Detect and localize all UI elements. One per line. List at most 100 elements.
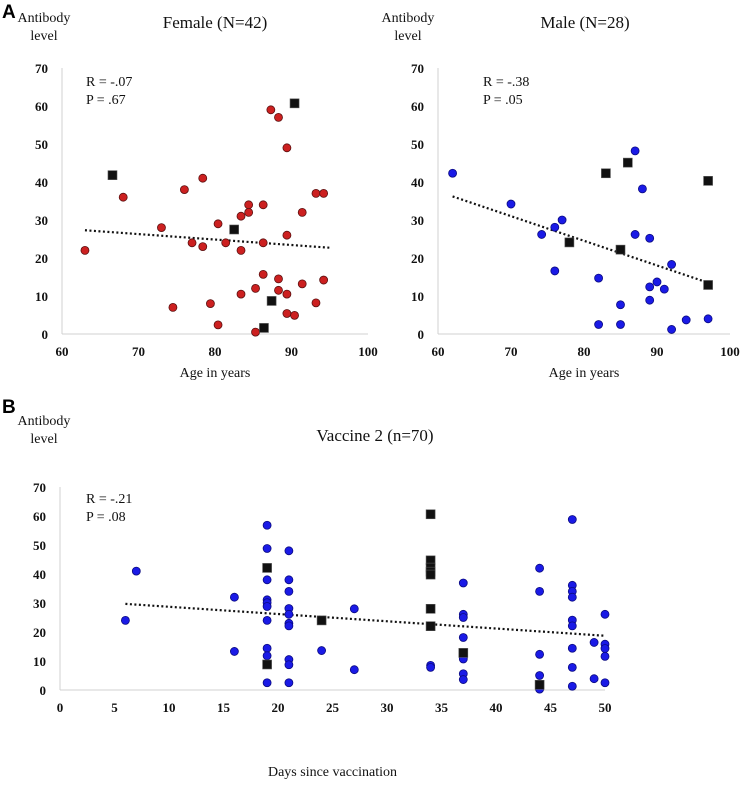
y-tick-label: 10 [411, 289, 424, 304]
y-tick-label: 30 [33, 596, 46, 611]
data-point [262, 651, 272, 661]
data-point [284, 575, 294, 585]
x-tick-label: 10 [163, 700, 176, 715]
data-point-square [425, 509, 436, 520]
data-point [652, 277, 662, 287]
trend-line [452, 195, 709, 284]
data-point-square [534, 679, 545, 690]
data-point [244, 200, 254, 210]
y-tick-label: 40 [411, 175, 424, 190]
data-point [659, 284, 669, 294]
data-point [567, 662, 577, 672]
x-tick-label: 100 [720, 344, 740, 359]
y-axis-label: Antibody [18, 414, 71, 429]
y-tick-label: 10 [33, 654, 46, 669]
data-point [121, 616, 130, 625]
data-point [458, 578, 468, 588]
y-axis-label: Antibody [382, 11, 435, 26]
data-point [567, 681, 577, 691]
y-tick-label: 40 [35, 175, 48, 190]
data-point-square [703, 176, 713, 186]
x-tick-label: 60 [432, 344, 445, 359]
trend-line [125, 602, 606, 637]
data-point [157, 223, 166, 233]
data-point-square [615, 244, 626, 255]
y-tick-label: 20 [33, 625, 46, 640]
data-point [506, 199, 516, 209]
x-tick-label: 20 [272, 700, 285, 715]
data-point [638, 184, 647, 194]
data-point [251, 283, 260, 293]
x-tick-label: 50 [599, 700, 612, 715]
data-point [258, 269, 268, 279]
data-point-square [259, 323, 269, 333]
panel-letter: B [2, 397, 16, 418]
y-tick-label: 50 [411, 137, 424, 152]
data-point [236, 289, 246, 299]
data-point [535, 671, 544, 680]
data-point-square [425, 569, 436, 580]
data-point [251, 327, 260, 337]
y-tick-label: 0 [418, 327, 425, 342]
data-point [349, 665, 359, 675]
x-axis-label: Age in years [549, 366, 620, 381]
chart-title: Female (N=42) [163, 13, 267, 32]
data-point [262, 544, 272, 553]
data-point [589, 674, 599, 684]
data-point [317, 646, 327, 655]
data-point-square [425, 603, 436, 614]
data-point [667, 260, 676, 269]
data-point [229, 592, 239, 602]
data-point [80, 245, 90, 255]
data-point [667, 325, 676, 334]
y-tick-label: 10 [35, 289, 48, 304]
data-point [616, 320, 625, 329]
data-point [274, 285, 283, 295]
data-point [589, 638, 599, 647]
y-axis-label: Antibody [18, 11, 71, 26]
y-tick-label: 60 [411, 99, 424, 114]
data-point [229, 647, 239, 656]
data-point [282, 309, 292, 318]
chart-title: Vaccine 2 (n=70) [316, 426, 433, 445]
data-point-square [458, 648, 469, 658]
y-tick-label: 60 [33, 509, 46, 524]
data-point [448, 168, 458, 178]
data-point [703, 314, 713, 324]
data-point [311, 188, 321, 198]
y-axis-label: level [30, 29, 57, 44]
data-point [274, 274, 283, 284]
data-point-square [425, 621, 436, 632]
x-tick-label: 25 [326, 700, 340, 715]
data-point [645, 233, 655, 243]
y-tick-label: 20 [35, 251, 48, 266]
data-point [297, 279, 307, 289]
data-point [266, 105, 276, 115]
data-point [131, 566, 141, 576]
p-value: P = .08 [86, 510, 126, 525]
data-point-square [564, 237, 575, 248]
data-point [221, 238, 231, 248]
data-point [567, 643, 577, 653]
data-point [198, 242, 208, 252]
data-point [284, 546, 294, 556]
data-point [187, 238, 197, 248]
data-point [262, 575, 272, 585]
data-point [458, 633, 468, 642]
data-point [319, 275, 329, 285]
data-point [537, 230, 547, 239]
data-point [349, 604, 359, 614]
data-point [567, 592, 577, 602]
x-tick-label: 35 [435, 700, 449, 715]
data-point [206, 299, 215, 309]
data-point-square [289, 98, 300, 109]
data-point [179, 185, 189, 195]
data-point [630, 230, 640, 239]
y-tick-label: 70 [35, 61, 48, 76]
data-point [319, 188, 329, 198]
data-point [213, 219, 223, 229]
data-point [262, 602, 272, 611]
x-tick-label: 15 [217, 700, 231, 715]
data-point-square [107, 170, 118, 180]
